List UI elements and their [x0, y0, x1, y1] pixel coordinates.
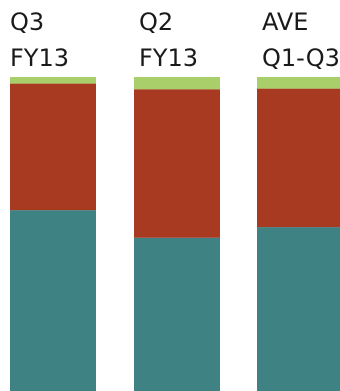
bar-segment-2-1: [257, 88, 340, 228]
bars: [10, 77, 340, 391]
bar-segment-1-1: [134, 89, 220, 238]
category-label-1-1: FY13: [139, 44, 198, 72]
bar-segment-1-2: [134, 77, 220, 90]
bar-segment-2-0: [257, 227, 340, 391]
category-label-0-1: FY13: [10, 44, 69, 72]
category-labels: Q3 FY13 Q2 FY13 AVE Q1-Q3: [10, 8, 340, 72]
category-label-0-0: Q3: [10, 8, 44, 36]
bar-segment-0-1: [10, 83, 96, 211]
bar-segment-0-0: [10, 210, 96, 391]
category-label-1-0: Q2: [139, 8, 173, 36]
bar-segment-1-0: [134, 237, 220, 391]
bar-segment-0-2: [10, 77, 96, 84]
category-label-2-1: Q1-Q3: [262, 44, 340, 72]
category-label-2-0: AVE: [262, 8, 308, 36]
bar-segment-2-2: [257, 77, 340, 89]
